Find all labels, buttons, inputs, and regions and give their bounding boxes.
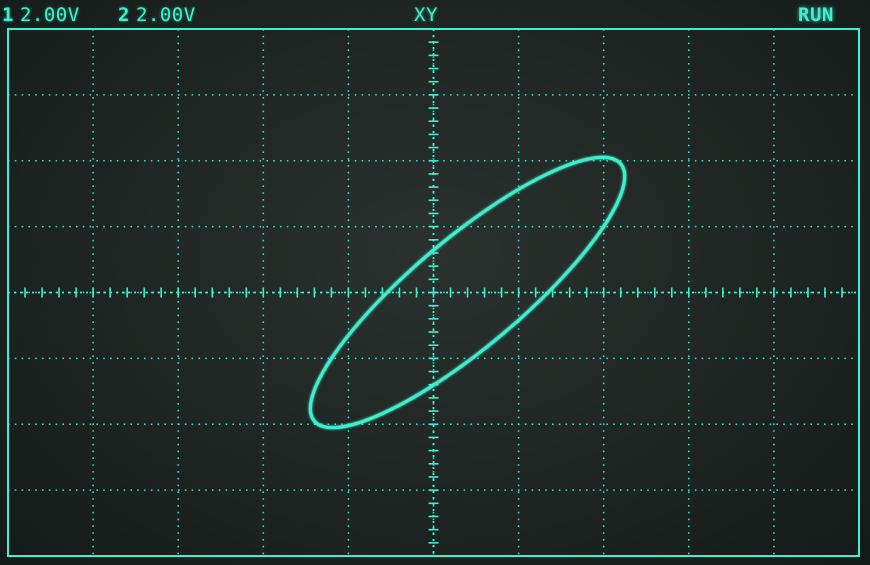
channel-2-scale-readout: 2 2.00V xyxy=(118,3,196,27)
channel-1-scale-readout: 1 2.00V xyxy=(2,3,80,27)
display-mode-label: XY xyxy=(414,4,438,26)
run-status-indicator: RUN xyxy=(798,4,834,26)
center-axis-ticks xyxy=(8,29,859,556)
channel-2-volts-per-div: 2.00V xyxy=(135,4,196,26)
channel-1-volts-per-div: 2.00V xyxy=(19,4,80,26)
channel-2-number: 2 xyxy=(118,4,130,26)
channel-1-number: 1 xyxy=(2,4,14,26)
xy-lissajous-trace xyxy=(308,155,627,430)
